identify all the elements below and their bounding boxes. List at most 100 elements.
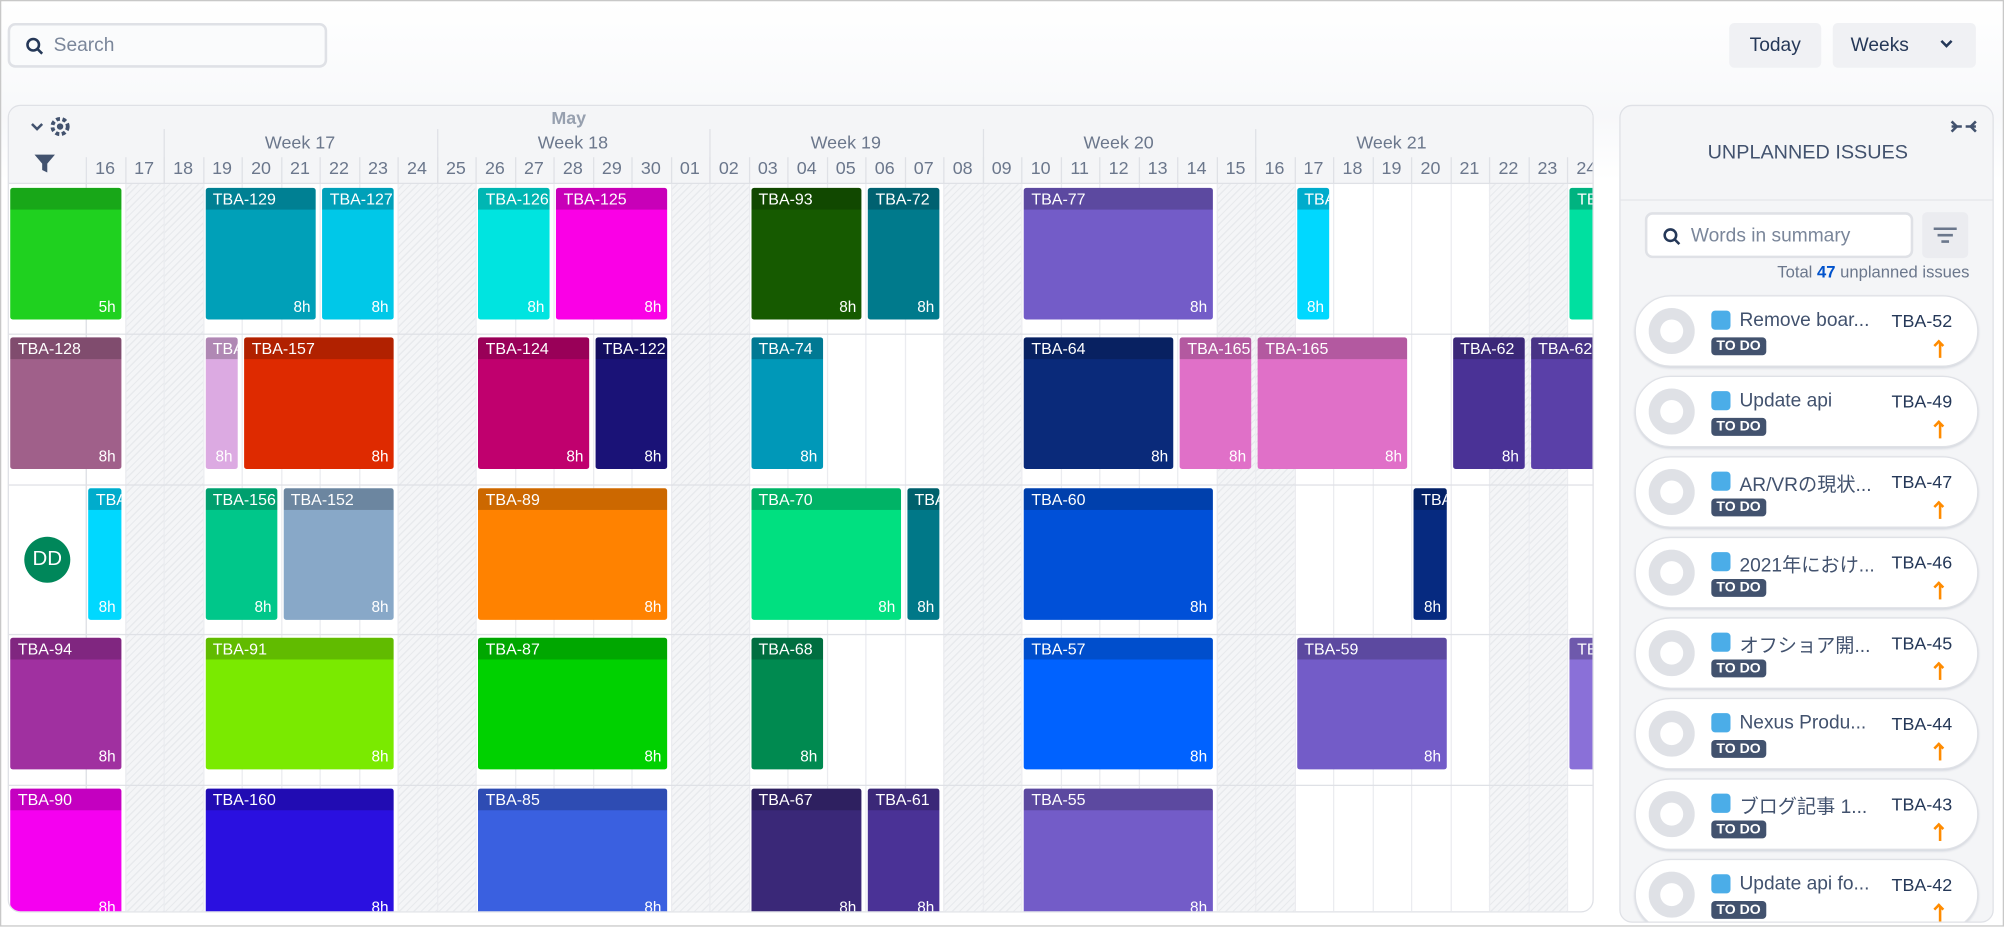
issue-summary: Remove boar... bbox=[1739, 309, 1870, 332]
task-card[interactable]: TBA-129 8h bbox=[205, 187, 316, 320]
task-card[interactable]: 5h bbox=[10, 187, 121, 320]
issue-card[interactable]: Remove boar... TO DO TBA-52 bbox=[1634, 295, 1979, 367]
task-card[interactable]: TBA 8h bbox=[1413, 487, 1447, 620]
task-card[interactable]: TBA 8h bbox=[1296, 187, 1330, 320]
weekend-column bbox=[1488, 184, 1528, 912]
task-card[interactable]: TBA-62 8h bbox=[1452, 337, 1525, 470]
task-card[interactable]: TBA-59 8h bbox=[1296, 637, 1447, 770]
issue-summary: Update api fo... bbox=[1739, 872, 1870, 895]
task-card[interactable]: TBA-125 8h bbox=[555, 187, 667, 320]
day-line bbox=[1527, 184, 1530, 912]
task-key: TBA-89 bbox=[485, 490, 540, 509]
issue-type-icon bbox=[1711, 552, 1731, 572]
task-hours: 8h bbox=[1306, 297, 1325, 316]
task-card[interactable]: TBA-72 8h bbox=[867, 187, 940, 320]
task-card[interactable]: TBA-157 8h bbox=[244, 337, 394, 470]
task-card[interactable]: TBA-127 8h bbox=[322, 187, 394, 320]
task-card[interactable]: TBA-77 8h bbox=[1023, 187, 1213, 320]
task-card[interactable]: TBA-160 8h bbox=[205, 788, 394, 912]
task-card[interactable]: TBA-122 8h bbox=[594, 337, 667, 470]
task-card[interactable]: TBA 8h bbox=[906, 487, 940, 620]
task-key: TBA-156 bbox=[212, 490, 276, 509]
task-card[interactable]: TBA-55 8h bbox=[1023, 788, 1213, 912]
task-card[interactable]: TBA-70 8h bbox=[750, 487, 901, 620]
issue-card[interactable]: Update api TO DO TBA-49 bbox=[1634, 375, 1979, 448]
task-card[interactable]: TBA-74 8h bbox=[750, 337, 823, 470]
task-card[interactable]: TBA-85 8h bbox=[477, 788, 667, 912]
task-card[interactable]: TBA-67 8h bbox=[750, 788, 862, 912]
issue-card[interactable]: AR/VRの現状... TO DO TBA-47 bbox=[1634, 456, 1979, 528]
assignee-avatar bbox=[1648, 308, 1695, 355]
priority-icon bbox=[1938, 342, 1942, 358]
summary-search[interactable]: Words in summary bbox=[1644, 212, 1914, 259]
assignee-avatar bbox=[1648, 469, 1695, 516]
task-card[interactable]: TBA-90 8h bbox=[10, 788, 121, 912]
status-lozenge: TO DO bbox=[1711, 578, 1766, 597]
settings-icons[interactable] bbox=[29, 116, 80, 177]
day-line bbox=[1449, 184, 1452, 912]
task-card[interactable]: TBA-60 8h bbox=[1023, 487, 1213, 620]
task-hours: 8h bbox=[371, 447, 389, 466]
task-hours: 8h bbox=[917, 597, 935, 616]
task-card[interactable]: TBA-94 8h bbox=[10, 637, 121, 770]
today-button[interactable]: Today bbox=[1729, 23, 1822, 68]
task-card[interactable]: TBA 8h bbox=[205, 337, 238, 470]
weekend-column bbox=[124, 184, 164, 912]
collapse-icon[interactable] bbox=[1950, 119, 1978, 134]
day-divider bbox=[1449, 157, 1452, 185]
task-card[interactable]: TBA-124 8h bbox=[477, 337, 589, 470]
task-card[interactable]: TBA bbox=[1569, 187, 1593, 320]
search-box[interactable]: Search bbox=[7, 23, 328, 68]
timeline-body: 5h TBA-129 8h TBA-127 8h TBA-126 8h TBA-125 8h TB… bbox=[8, 184, 1593, 912]
task-card[interactable]: TBA-165 8h bbox=[1257, 337, 1408, 470]
issue-card[interactable]: Nexus Produ... TO DO TBA-44 bbox=[1634, 697, 1979, 770]
task-card[interactable]: TBA-64 8h bbox=[1023, 337, 1174, 470]
filter-button[interactable] bbox=[1922, 212, 1969, 259]
priority-arrow bbox=[1933, 903, 1945, 915]
task-key: TBA-157 bbox=[251, 340, 315, 359]
issue-card[interactable]: ブログ記事 1... TO DO TBA-43 bbox=[1634, 778, 1979, 850]
task-card[interactable]: TBA bbox=[1569, 637, 1593, 770]
view-select[interactable]: Weeks bbox=[1832, 23, 1976, 68]
task-card[interactable]: TBA 8h bbox=[88, 487, 121, 620]
task-card[interactable]: TBA-152 8h bbox=[283, 487, 394, 620]
week-label: Week 21 bbox=[1356, 131, 1427, 153]
avatar-initials: DD bbox=[32, 547, 63, 570]
task-card[interactable]: TBA-89 8h bbox=[477, 487, 667, 620]
task-card[interactable]: TBA-128 8h bbox=[10, 337, 121, 470]
task-key: TBA-94 bbox=[17, 640, 73, 659]
task-card[interactable]: TBA-165 8h bbox=[1179, 337, 1252, 470]
task-hours: 8h bbox=[98, 747, 116, 766]
task-card[interactable]: TBA-57 8h bbox=[1023, 637, 1213, 770]
day-label: 22 bbox=[329, 157, 349, 178]
day-label: 09 bbox=[991, 157, 1012, 178]
week-label: Week 17 bbox=[264, 131, 336, 153]
day-divider bbox=[358, 157, 360, 185]
issue-card[interactable]: オフショア開... TO DO TBA-45 bbox=[1634, 617, 1979, 689]
task-card[interactable]: TBA-91 8h bbox=[205, 637, 394, 770]
assignee-avatar bbox=[1648, 549, 1695, 596]
day-label: 08 bbox=[952, 157, 973, 178]
task-header bbox=[205, 487, 277, 510]
task-hours: 8h bbox=[1151, 447, 1169, 466]
day-line bbox=[670, 184, 672, 912]
task-hours: 8h bbox=[644, 597, 662, 616]
task-card[interactable]: TBA-62 bbox=[1530, 337, 1593, 470]
task-hours: 8h bbox=[254, 597, 272, 616]
day-label: 20 bbox=[1420, 157, 1441, 178]
avatar[interactable]: DD bbox=[24, 536, 71, 583]
task-card[interactable]: TBA-93 8h bbox=[750, 187, 862, 320]
task-card[interactable]: TBA-68 8h bbox=[750, 637, 823, 770]
issue-card[interactable]: 2021年におけ... TO DO TBA-46 bbox=[1634, 536, 1979, 609]
issue-card[interactable]: Update api fo... TO DO TBA-42 bbox=[1634, 858, 1979, 922]
day-label: 16 bbox=[95, 157, 116, 178]
task-card[interactable]: TBA-87 8h bbox=[477, 637, 667, 770]
day-divider bbox=[124, 157, 126, 185]
task-card[interactable]: TBA-126 8h bbox=[477, 187, 550, 320]
task-hours: 8h bbox=[1190, 747, 1208, 766]
task-card[interactable]: TBA-156 8h bbox=[205, 487, 277, 620]
day-label: 20 bbox=[251, 157, 271, 178]
chevron-icon bbox=[1940, 39, 1953, 48]
task-card[interactable]: TBA-61 8h bbox=[867, 788, 940, 912]
